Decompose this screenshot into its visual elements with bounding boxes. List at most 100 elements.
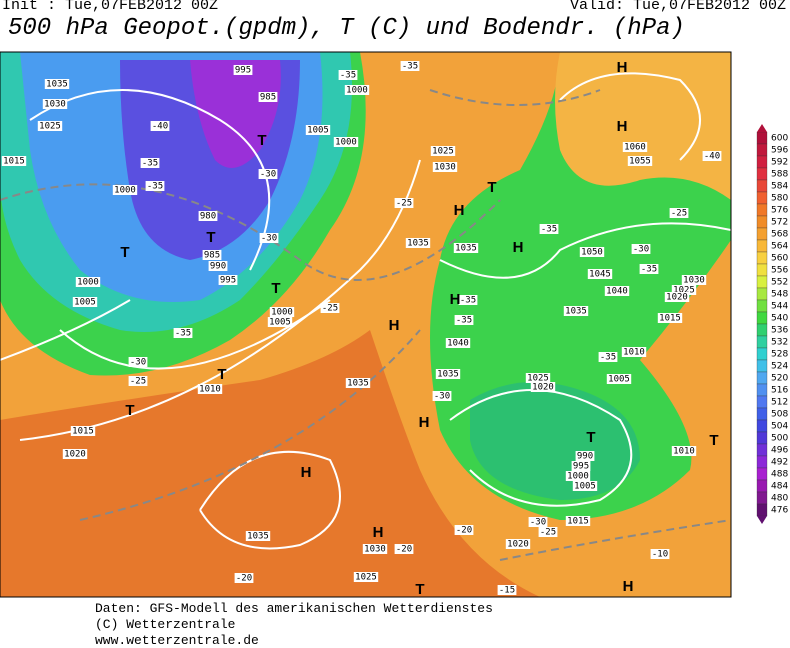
label-box: [435, 369, 461, 379]
contour-label: 1035: [46, 80, 68, 90]
colorbar-label: 508: [771, 410, 788, 420]
contour-label: -25: [322, 304, 338, 314]
contour-label: 1045: [589, 270, 611, 280]
contour-label: 1025: [673, 286, 695, 296]
contour-label: 1010: [623, 348, 645, 358]
label-box: [218, 275, 238, 285]
label-box: [173, 328, 193, 338]
contour-label: 1025: [527, 374, 549, 384]
colorbar-label: 592: [771, 158, 788, 168]
contour-label: 1020: [666, 293, 688, 303]
label-box: [669, 208, 689, 218]
colorbar-swatch: [756, 251, 768, 265]
label-box: [671, 285, 697, 295]
label-box: [587, 269, 613, 279]
label-box: [565, 516, 591, 526]
label-box: [258, 92, 278, 102]
contour-label: -25: [540, 528, 556, 538]
high-symbol: H: [617, 118, 628, 135]
label-box: [539, 224, 559, 234]
label-box: [505, 539, 531, 549]
colorbar-label: 576: [771, 206, 788, 216]
contour-label: 1025: [432, 147, 454, 157]
title: 500 hPa Geopot.(gpdm), T (C) und Bodendr…: [8, 15, 685, 42]
colorbar-label: 568: [771, 230, 788, 240]
low-symbol: T: [415, 581, 424, 598]
label-box: [394, 198, 414, 208]
label-box: [259, 233, 279, 243]
contour-label: -30: [261, 234, 277, 244]
colorbar-swatch: [756, 503, 768, 517]
footer-line: (C) Wetterzentrale: [95, 617, 235, 632]
high-symbol: H: [450, 291, 461, 308]
colorbar-label: 564: [771, 242, 788, 252]
low-symbol: T: [709, 432, 718, 449]
label-box: [258, 169, 278, 179]
contour-label: 1030: [683, 276, 705, 286]
colorbar-label: 600: [771, 134, 788, 144]
contour-label: 1000: [114, 186, 136, 196]
label-box: [320, 303, 340, 313]
contour-label: 1000: [567, 472, 589, 482]
contour-label: 1005: [608, 375, 630, 385]
label-box: [202, 250, 222, 260]
contour-label: 995: [235, 66, 251, 76]
colorbar-cap: [757, 516, 767, 524]
contour-label: 1055: [629, 157, 651, 167]
low-symbol: T: [271, 280, 280, 297]
label-box: [453, 243, 479, 253]
footer-line: Daten: GFS-Modell des amerikanischen Wet…: [95, 601, 493, 616]
contour-label: -30: [434, 392, 450, 402]
contour-label: 1035: [455, 244, 477, 254]
label-box: [631, 244, 651, 254]
valid-time: Valid: Tue,07FEB2012 00Z: [570, 0, 786, 14]
label-box: [530, 382, 556, 392]
label-box: [72, 297, 98, 307]
contour-label: 1035: [437, 370, 459, 380]
colorbar-swatch: [756, 143, 768, 157]
contour-label: -35: [456, 316, 472, 326]
colorbar-label: 528: [771, 350, 788, 360]
label-box: [598, 352, 618, 362]
map: [0, 52, 731, 597]
colorbar-label: 556: [771, 266, 788, 276]
contour-label: -30: [633, 245, 649, 255]
contour-label: -25: [671, 209, 687, 219]
colorbar-cap: [757, 124, 767, 132]
contour-label: 1000: [346, 86, 368, 96]
label-box: [150, 121, 170, 131]
label-box: [128, 357, 148, 367]
init-time: Init : Tue,07FEB2012 00Z: [2, 0, 218, 14]
contour-label: 1005: [269, 318, 291, 328]
high-symbol: H: [617, 59, 628, 76]
colorbar-label: 580: [771, 194, 788, 204]
contour-label: -35: [402, 62, 418, 72]
colorbar-label: 544: [771, 302, 788, 312]
colorbar-label: 532: [771, 338, 788, 348]
label-box: [140, 158, 160, 168]
contour-label: 995: [220, 276, 236, 286]
colorbar-swatch: [756, 359, 768, 373]
colorbar-label: 540: [771, 314, 788, 324]
contour-label: -30: [530, 518, 546, 528]
label-box: [681, 275, 707, 285]
contour-label: 1035: [347, 379, 369, 389]
contour-label: 1035: [247, 532, 269, 542]
label-box: [458, 295, 478, 305]
contour-label: 1020: [64, 450, 86, 460]
label-box: [145, 181, 165, 191]
label-box: [1, 156, 27, 166]
label-box: [62, 449, 88, 459]
label-box: [344, 85, 370, 95]
label-box: [362, 544, 388, 554]
colorbar-label: 476: [771, 506, 788, 516]
contour-label: -35: [460, 296, 476, 306]
label-box: [454, 315, 474, 325]
contour-label: 985: [204, 251, 220, 261]
label-box: [345, 378, 371, 388]
label-box: [528, 517, 548, 527]
contour-label: 1000: [77, 278, 99, 288]
contour-label: -40: [704, 152, 720, 162]
label-box: [575, 451, 595, 461]
colorbar-swatch: [756, 311, 768, 325]
